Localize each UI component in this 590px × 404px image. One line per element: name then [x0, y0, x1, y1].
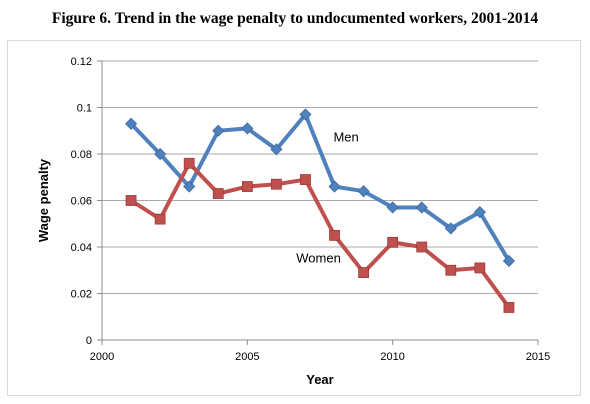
data-point-women [329, 229, 340, 241]
data-point-women [503, 302, 515, 313]
series-men [125, 108, 515, 268]
y-tick-label: 0.1 [77, 103, 92, 115]
y-tick-label: 0.12 [71, 56, 92, 68]
data-point-men [125, 117, 138, 130]
y-tick-label: 0 [86, 335, 92, 347]
x-axis-title: Year [306, 372, 333, 387]
x-tick-label: 2000 [90, 351, 114, 363]
series-label-men: Men [333, 129, 358, 144]
data-point-men [212, 124, 225, 137]
data-point-women [154, 213, 166, 225]
data-point-men [386, 201, 399, 214]
x-tick-label: 2010 [380, 351, 404, 363]
data-point-women [445, 264, 457, 276]
x-tick-label: 2015 [526, 351, 550, 363]
series-label-women: Women [296, 250, 341, 265]
data-point-women [300, 174, 311, 185]
data-point-men [415, 201, 428, 214]
data-point-men [444, 222, 457, 235]
data-point-men [357, 185, 370, 198]
y-tick-label: 0.06 [71, 196, 92, 208]
data-point-women [387, 236, 399, 248]
data-point-women [474, 262, 486, 274]
chart-frame [7, 40, 581, 396]
data-point-women [125, 195, 137, 206]
data-point-women [416, 241, 428, 253]
data-point-women [183, 157, 195, 169]
data-point-women [270, 178, 282, 190]
y-tick-label: 0.02 [71, 289, 92, 301]
data-point-women [241, 181, 253, 192]
data-point-men [270, 143, 283, 156]
figure-title: Figure 6. Trend in the wage penalty to u… [51, 10, 539, 27]
data-point-men [473, 206, 486, 219]
data-point-men [328, 180, 341, 193]
x-tick-label: 2005 [235, 351, 259, 363]
data-point-men [183, 180, 196, 193]
series-line-men [129, 112, 511, 262]
labels: 0 0.02 0.04 0.06 0.08 0.1 0.12 2000 2005 2010 2015… [36, 56, 550, 387]
data-point-women [358, 267, 370, 278]
data-point-men [241, 122, 254, 135]
axes [97, 60, 539, 345]
y-tick-label: 0.04 [71, 242, 92, 254]
y-tick-label: 0.08 [71, 149, 92, 161]
data-point-men [154, 147, 167, 161]
series-women [125, 157, 515, 313]
data-point-men [299, 108, 312, 121]
series [125, 108, 515, 313]
y-axis-title: Wage penalty [36, 158, 51, 242]
data-point-women [212, 188, 224, 199]
data-point-men [502, 254, 515, 268]
